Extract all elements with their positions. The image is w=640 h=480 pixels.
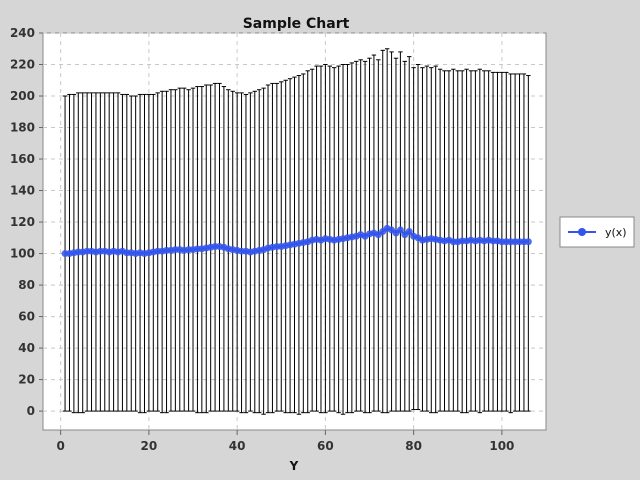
legend: y(x) bbox=[559, 216, 635, 248]
data-point bbox=[405, 228, 413, 235]
y-tick-label: 100 bbox=[10, 247, 35, 261]
x-tick-label: 20 bbox=[141, 439, 158, 453]
y-tick-label: 80 bbox=[18, 278, 35, 292]
data-point bbox=[396, 226, 404, 234]
y-tick-label: 120 bbox=[10, 215, 35, 229]
series-points bbox=[61, 224, 532, 258]
y-tick-label: 40 bbox=[18, 341, 35, 355]
legend-marker bbox=[578, 228, 586, 236]
x-tick-label: 80 bbox=[405, 439, 422, 453]
y-tick-label: 200 bbox=[10, 89, 35, 103]
x-axis-label: Y bbox=[289, 459, 299, 473]
y-tick-label: 240 bbox=[10, 26, 35, 40]
axes: 0 20 40 60 80 100 120 140 160 180 200 220 240 0 20 40 60… bbox=[10, 26, 514, 453]
y-tick-label: 160 bbox=[10, 152, 35, 166]
x-tick-label: 100 bbox=[489, 439, 514, 453]
y-tick-label: 20 bbox=[18, 373, 35, 387]
x-tick-label: 60 bbox=[317, 439, 334, 453]
y-tick-label: 60 bbox=[18, 310, 35, 324]
y-tick-label: 220 bbox=[10, 58, 35, 72]
y-tick-label: 0 bbox=[27, 404, 35, 418]
data-point bbox=[524, 238, 532, 246]
x-tick-label: 40 bbox=[229, 439, 246, 453]
x-tick-label: 0 bbox=[56, 439, 64, 453]
legend-label: y(x) bbox=[605, 226, 627, 239]
y-tick-label: 180 bbox=[10, 121, 35, 135]
chart-title: Sample Chart bbox=[243, 16, 350, 32]
y-tick-label: 140 bbox=[10, 184, 35, 198]
